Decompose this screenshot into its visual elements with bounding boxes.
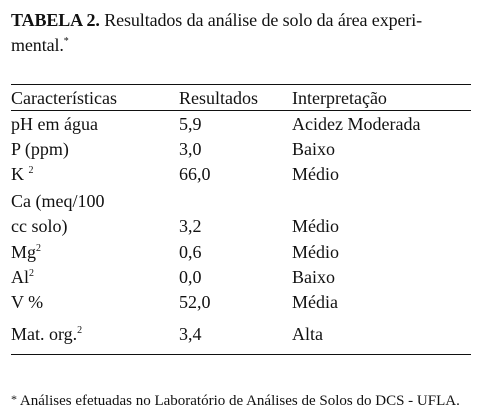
row-interpretation: Médio [292, 216, 339, 236]
row-label: Al2 [11, 267, 34, 287]
row-result: 3,4 [179, 324, 202, 344]
row-interpretation: Baixo [292, 139, 335, 159]
header-interpretacao: Interpretação [292, 88, 387, 108]
row-interpretation: Acidez Moderada [292, 114, 421, 134]
footnote-text: Análises efetuadas no Laboratório de Aná… [17, 393, 460, 409]
table-row: Mat. org.2 3,4 Alta [11, 322, 471, 346]
row-label: Mg2 [11, 242, 42, 262]
table-row: V % 52,0 Média [11, 290, 471, 314]
row-label: K 2 [11, 164, 34, 184]
row-label: Ca (meq/100 [11, 191, 105, 211]
table-header-rule [11, 110, 471, 111]
table-row: K 2 66,0 Médio [11, 162, 471, 186]
header-resultados: Resultados [179, 88, 258, 108]
table-row: Ca (meq/100 [11, 189, 471, 213]
row-interpretation: Média [292, 292, 338, 312]
table-row: cc solo) 3,2 Médio [11, 214, 471, 238]
table-row: pH em água 5,9 Acidez Moderada [11, 112, 471, 136]
row-label-superscript: 2 [28, 165, 34, 176]
row-interpretation: Médio [292, 164, 339, 184]
caption-line-2: mental. [11, 35, 64, 55]
table-header-row: Características Resultados Interpretação [11, 86, 471, 110]
table-top-rule [11, 84, 471, 85]
row-result: 5,9 [179, 114, 202, 134]
table-bottom-rule [11, 354, 471, 355]
row-label-superscript: 2 [29, 268, 34, 279]
row-interpretation: Baixo [292, 267, 335, 287]
table-footnote: * Análises efetuadas no Laboratório de A… [11, 389, 481, 411]
row-result: 3,0 [179, 139, 202, 159]
row-result: 66,0 [179, 164, 211, 184]
row-label-superscript: 2 [77, 325, 83, 336]
row-result: 0,0 [179, 267, 202, 287]
caption-footnote-mark: * [63, 36, 69, 47]
row-result: 0,6 [179, 242, 202, 262]
row-label: pH em água [11, 114, 98, 134]
table-number: TABELA 2. [11, 10, 100, 30]
row-interpretation: Alta [292, 324, 323, 344]
table-row: Al2 0,0 Baixo [11, 265, 471, 289]
header-caracteristicas: Características [11, 88, 117, 108]
row-result: 3,2 [179, 216, 202, 236]
footnote-mark: * [11, 392, 17, 406]
row-label: Mat. org.2 [11, 324, 83, 344]
row-label: V % [11, 292, 44, 312]
row-result: 52,0 [179, 292, 211, 312]
table-caption: TABELA 2. Resultados da análise de solo … [11, 8, 471, 58]
table-row: Mg2 0,6 Médio [11, 240, 471, 264]
row-label: P (ppm) [11, 139, 69, 159]
row-interpretation: Médio [292, 242, 339, 262]
row-label-superscript: 2 [36, 243, 42, 254]
table-row: P (ppm) 3,0 Baixo [11, 137, 471, 161]
row-label: cc solo) [11, 216, 68, 236]
caption-line-1: Resultados da análise de solo da área ex… [104, 10, 423, 30]
